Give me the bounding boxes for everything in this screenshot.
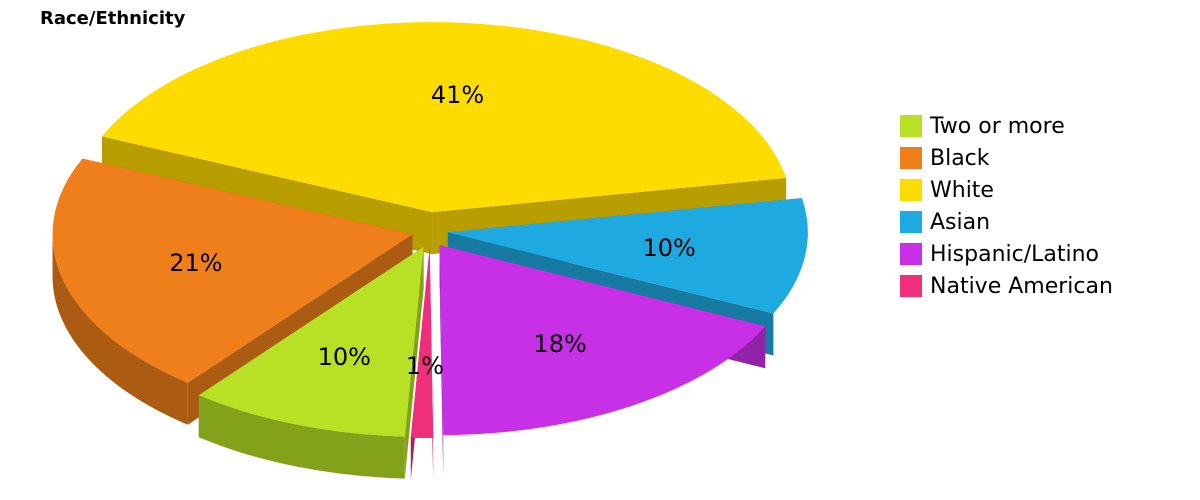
legend: Two or more Black White Asian Hispanic/Latin…: [900, 110, 1113, 302]
legend-item: White: [900, 174, 1113, 206]
legend-item: Two or more: [900, 110, 1113, 142]
legend-label: Two or more: [930, 114, 1065, 139]
slice-label: 41%: [431, 81, 484, 109]
legend-swatch: [900, 115, 922, 137]
legend-label: Asian: [930, 210, 990, 235]
legend-swatch: [900, 147, 922, 169]
legend-item: Asian: [900, 206, 1113, 238]
legend-item: Black: [900, 142, 1113, 174]
legend-label: White: [930, 178, 994, 203]
slice-label: 10%: [642, 234, 695, 262]
legend-swatch: [900, 243, 922, 265]
slice-label: 21%: [169, 249, 222, 277]
legend-item: Hispanic/Latino: [900, 238, 1113, 270]
legend-label: Hispanic/Latino: [930, 242, 1099, 267]
legend-item: Native American: [900, 270, 1113, 302]
chart-root: Race/Ethnicity 10%21%41%10%18%1% Two or …: [0, 0, 1200, 500]
legend-label: Black: [930, 146, 990, 171]
legend-swatch: [900, 211, 922, 233]
slice-label: 1%: [406, 352, 444, 380]
legend-label: Native American: [930, 274, 1113, 299]
legend-swatch: [900, 179, 922, 201]
slice-label: 10%: [318, 343, 371, 371]
legend-swatch: [900, 275, 922, 297]
slice-label: 18%: [533, 330, 586, 358]
